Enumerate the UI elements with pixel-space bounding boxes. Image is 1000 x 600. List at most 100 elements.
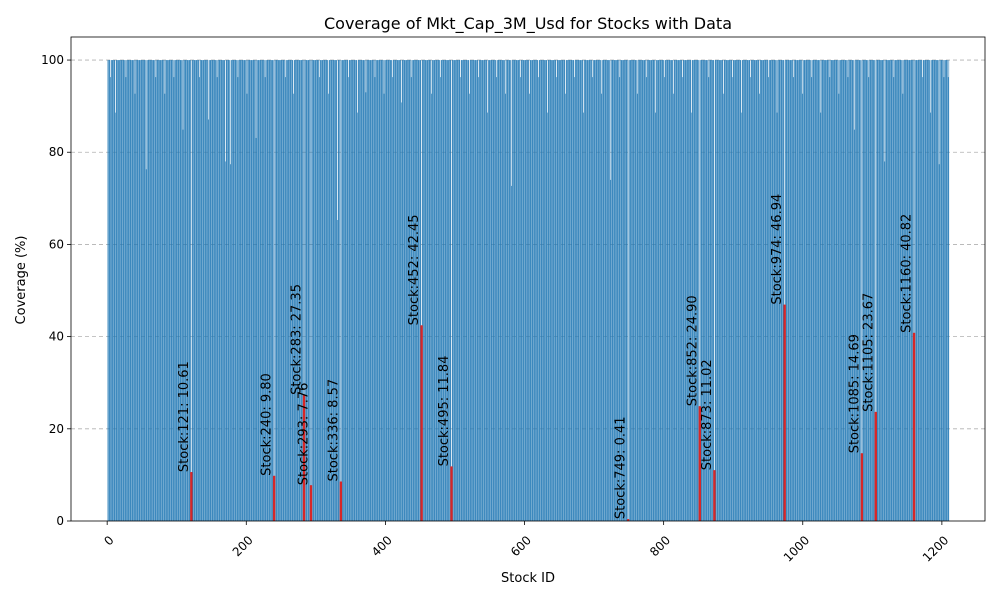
bar xyxy=(220,60,221,522)
bar xyxy=(851,60,853,522)
bar xyxy=(887,60,888,522)
bar xyxy=(815,60,816,522)
bar xyxy=(320,60,321,522)
bar xyxy=(716,60,718,522)
bar xyxy=(603,60,605,522)
x-axis-ticks: 0 200 400 600 800 1000 1200 xyxy=(101,521,951,565)
bar xyxy=(453,60,455,522)
bar xyxy=(224,60,226,522)
bar xyxy=(557,60,559,522)
bar xyxy=(348,60,350,522)
bar xyxy=(180,60,182,522)
bar xyxy=(501,60,503,522)
bar xyxy=(264,77,266,521)
bar xyxy=(272,60,273,522)
bar xyxy=(834,60,836,522)
bar xyxy=(134,60,135,522)
bar xyxy=(735,60,737,522)
bar xyxy=(466,60,468,522)
bar xyxy=(794,60,795,522)
highlighted-bar xyxy=(450,466,453,521)
bar xyxy=(431,93,432,521)
bar xyxy=(848,60,849,522)
bar xyxy=(117,60,118,522)
bar xyxy=(560,60,561,522)
bar xyxy=(165,60,166,522)
bar xyxy=(886,60,888,522)
bar xyxy=(629,60,630,522)
bar xyxy=(508,60,510,522)
bar xyxy=(184,60,186,522)
bar xyxy=(719,60,720,522)
bar xyxy=(111,60,112,522)
bar xyxy=(579,60,580,522)
bar xyxy=(632,60,633,522)
bar xyxy=(116,60,118,522)
bar xyxy=(119,60,120,522)
x-tick-label: 800 xyxy=(647,533,673,559)
x-tick-label: 1000 xyxy=(781,533,812,564)
bar xyxy=(569,60,571,522)
bar xyxy=(280,60,282,522)
bar xyxy=(436,60,438,522)
bar xyxy=(902,93,904,521)
bar xyxy=(756,60,758,522)
bar xyxy=(461,60,463,522)
bar xyxy=(799,60,800,522)
bar xyxy=(722,60,724,522)
bar xyxy=(732,60,734,522)
bar xyxy=(485,60,486,522)
bar xyxy=(212,60,214,522)
bar xyxy=(530,60,532,522)
bar xyxy=(341,60,342,522)
bar xyxy=(349,60,351,522)
bar xyxy=(437,60,438,522)
bar-annotation: Stock:852: 24.90 xyxy=(685,295,700,406)
bar xyxy=(137,60,139,522)
bar xyxy=(922,77,923,521)
bar xyxy=(150,60,151,522)
bar xyxy=(269,60,271,522)
bar xyxy=(187,60,189,522)
bar xyxy=(172,60,173,522)
bar-annotation: Stock:293: 7.76 xyxy=(296,383,311,486)
bar xyxy=(862,60,863,522)
bar xyxy=(931,60,932,522)
bar xyxy=(204,60,205,522)
bar xyxy=(250,60,252,522)
bar xyxy=(917,60,919,522)
bar xyxy=(751,60,752,522)
bar xyxy=(621,60,623,522)
bar xyxy=(847,60,848,522)
bar xyxy=(248,60,250,522)
bar xyxy=(259,60,261,522)
bar xyxy=(424,60,425,522)
bar xyxy=(442,60,443,522)
bar xyxy=(682,60,684,522)
bar xyxy=(847,77,849,521)
bar xyxy=(412,60,413,522)
bar xyxy=(432,60,433,522)
bar xyxy=(536,60,537,522)
x-axis-label: Stock ID xyxy=(501,571,555,586)
bar xyxy=(620,60,622,522)
bar xyxy=(313,60,315,522)
highlighted-bar xyxy=(874,411,877,521)
bar xyxy=(684,60,686,522)
bar xyxy=(108,60,110,522)
bar xyxy=(782,60,783,522)
bar xyxy=(390,60,392,522)
bar xyxy=(806,60,808,522)
bar xyxy=(935,60,936,522)
bar xyxy=(844,60,846,522)
bar xyxy=(126,60,127,522)
bar xyxy=(150,60,152,522)
bar xyxy=(472,60,474,522)
bar xyxy=(109,60,111,522)
bar xyxy=(193,60,194,522)
bar xyxy=(732,77,733,521)
bar xyxy=(867,60,869,522)
bar xyxy=(118,60,120,522)
bar xyxy=(262,60,264,522)
bar xyxy=(232,60,234,522)
